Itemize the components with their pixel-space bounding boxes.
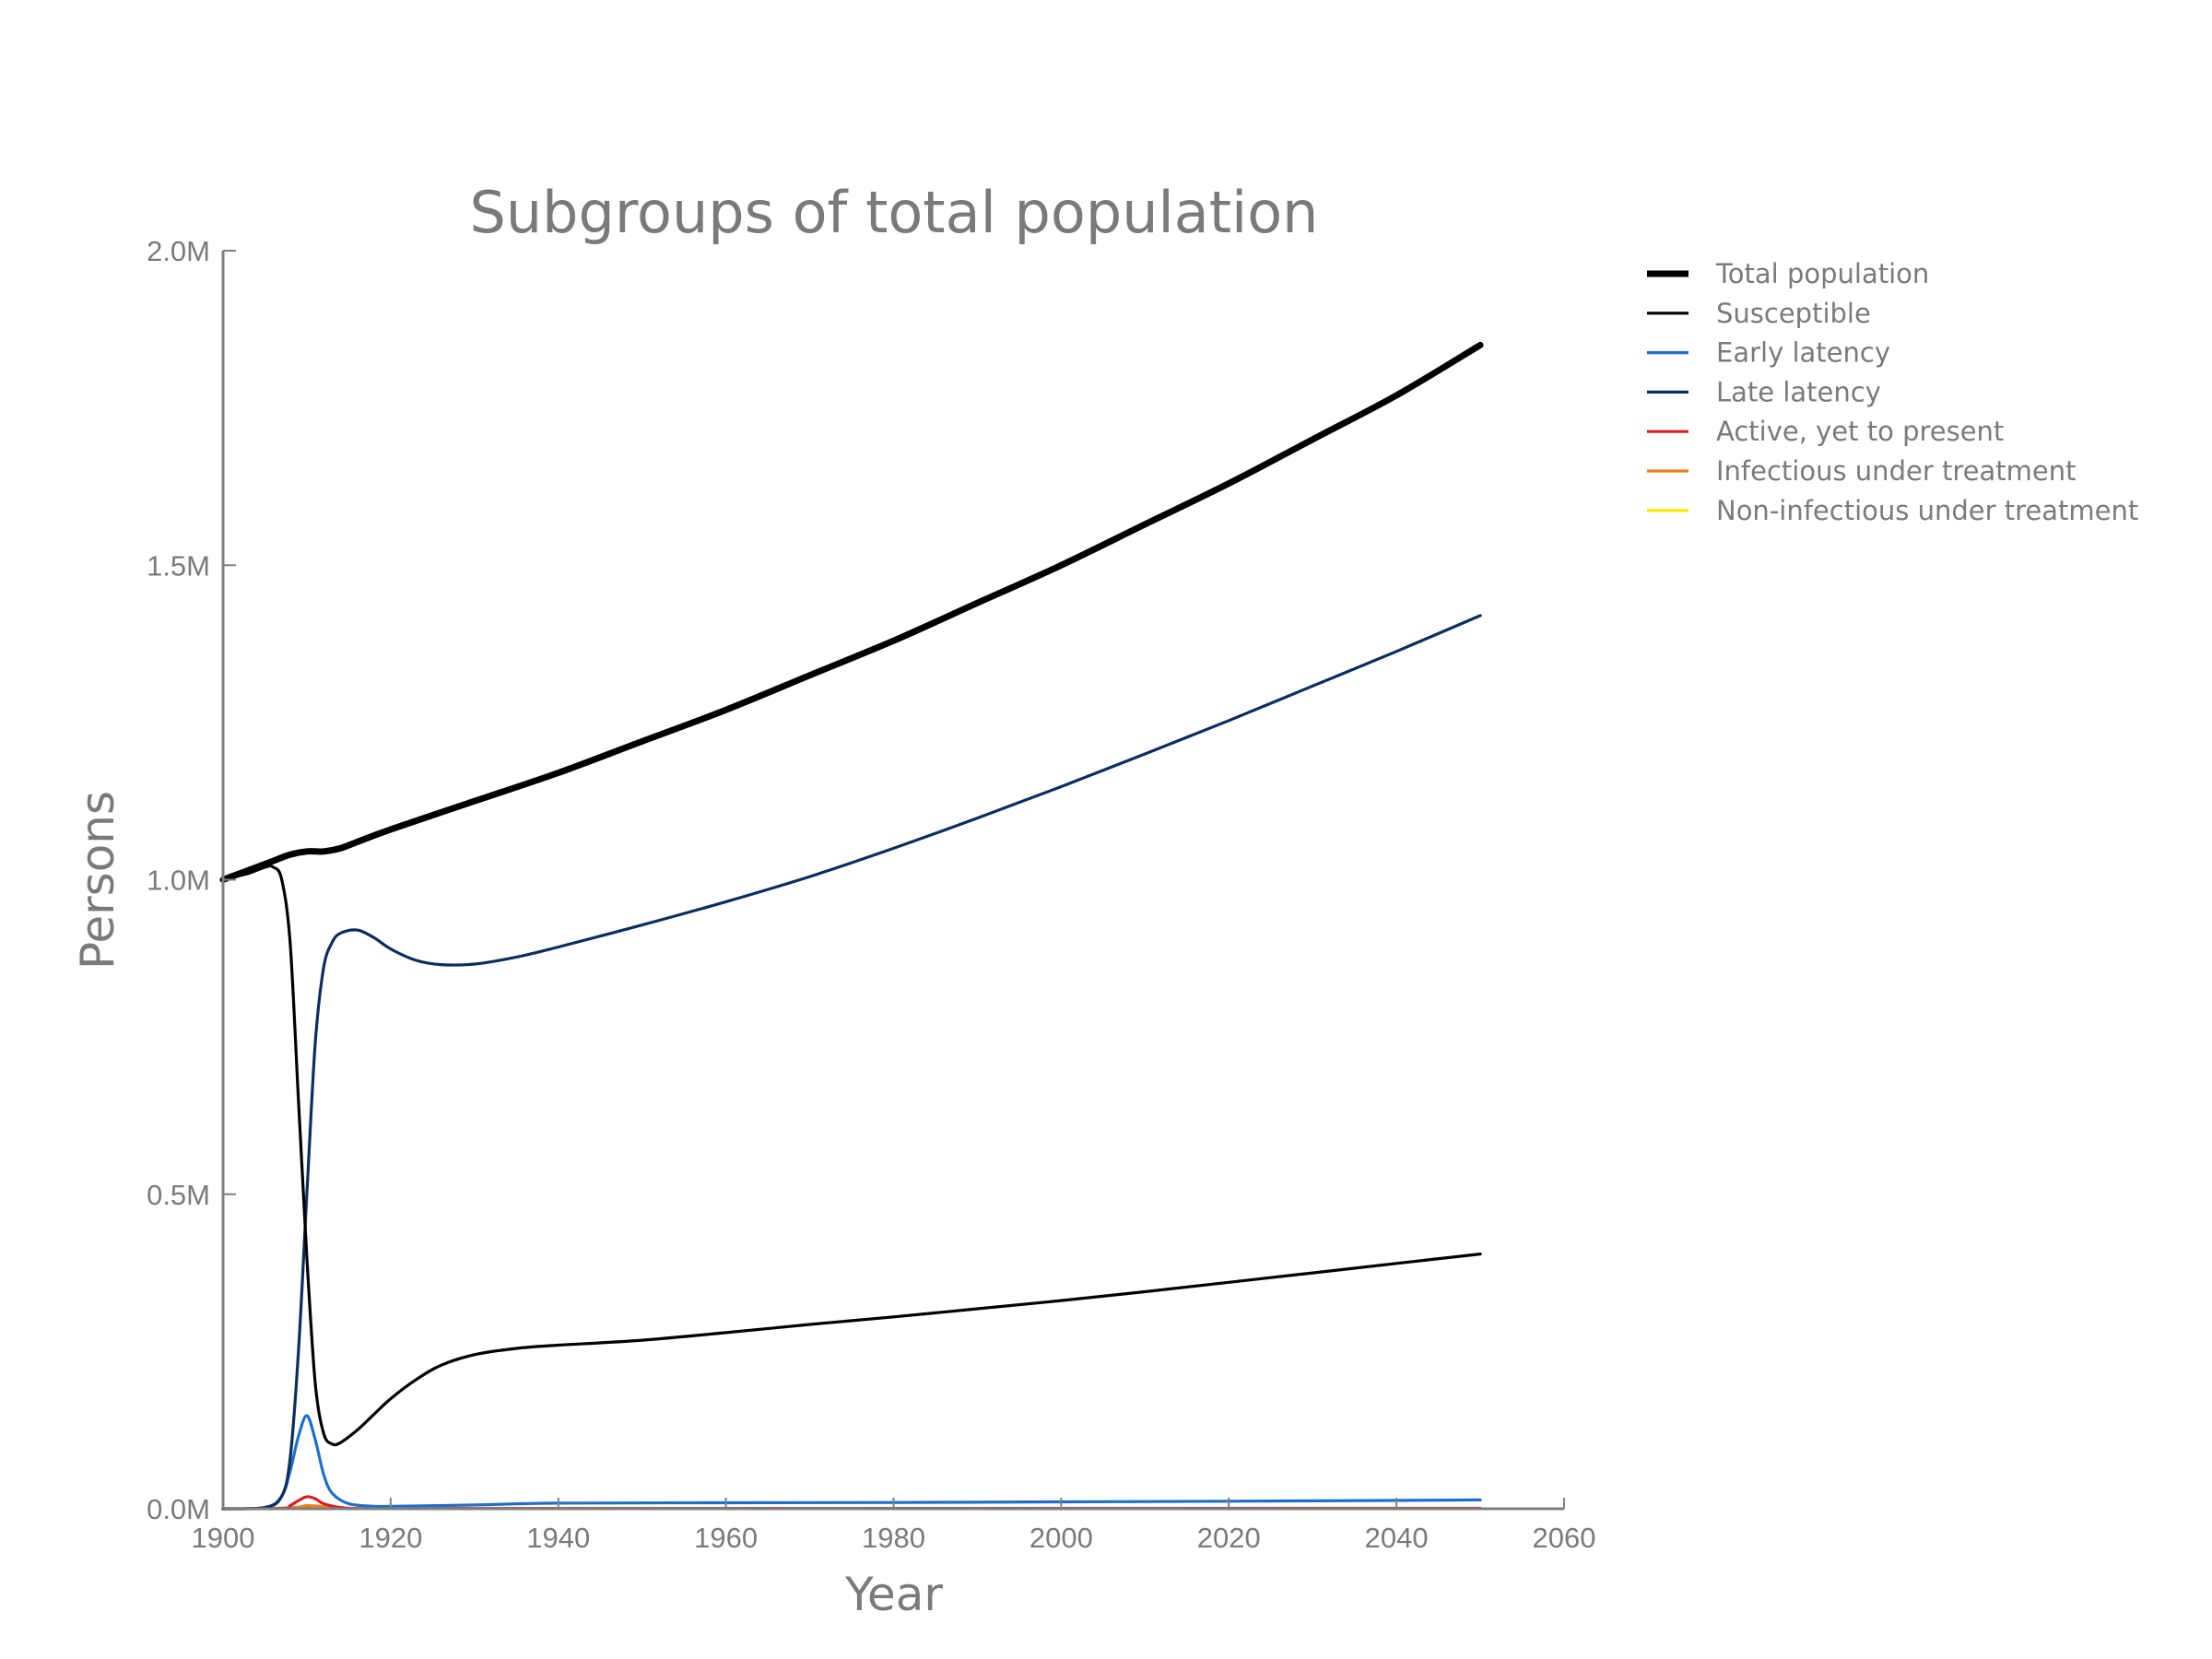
legend-item-early-latency: Early latency xyxy=(1647,337,1890,369)
x-tick-label: 2040 xyxy=(1365,1522,1429,1554)
legend-item-active-yet-to-present: Active, yet to present xyxy=(1647,416,2004,447)
x-axis-ticks: 1900 1920 1940 1960 1980 2000 2020 2040 2060 xyxy=(192,1498,1596,1554)
legend: Total population Susceptible Early latency… xyxy=(1647,258,2138,526)
legend-label: Late latency xyxy=(1716,376,1881,407)
x-tick-label: 2020 xyxy=(1197,1522,1261,1554)
x-tick-label: 1940 xyxy=(526,1522,590,1554)
legend-item-infectious-under-treatment: Infectious under treatment xyxy=(1647,455,2076,487)
legend-item-non-infectious-under-treatment: Non-infectious under treatment xyxy=(1647,495,2138,526)
y-tick-label: 2.0M xyxy=(147,235,210,267)
legend-label: Non-infectious under treatment xyxy=(1716,495,2138,526)
x-tick-label: 1980 xyxy=(862,1522,925,1554)
y-tick-label: 0.5M xyxy=(147,1179,210,1211)
y-tick-label: 1.0M xyxy=(147,865,210,897)
series-line-early-latency xyxy=(221,1414,1482,1511)
x-tick-label: 1960 xyxy=(694,1522,758,1554)
legend-label: Infectious under treatment xyxy=(1716,455,2076,487)
series-line-susceptible xyxy=(221,864,1482,1447)
x-tick-label: 2000 xyxy=(1030,1522,1093,1554)
chart-title: Subgroups of total population xyxy=(470,179,1319,246)
y-tick-label: 0.0M xyxy=(147,1493,210,1525)
series-layer xyxy=(219,341,1484,1511)
legend-item-susceptible: Susceptible xyxy=(1647,298,1871,329)
legend-item-late-latency: Late latency xyxy=(1647,376,1881,407)
x-axis-label: Year xyxy=(844,1568,943,1621)
legend-label: Susceptible xyxy=(1716,298,1871,329)
legend-label: Early latency xyxy=(1716,337,1890,369)
series-line-late-latency xyxy=(221,614,1482,1511)
legend-label: Active, yet to present xyxy=(1716,416,2004,447)
y-tick-label: 1.5M xyxy=(147,549,210,582)
legend-label: Total population xyxy=(1715,258,1929,289)
x-tick-label: 1920 xyxy=(359,1522,422,1554)
x-tick-label: 1900 xyxy=(192,1522,255,1554)
y-axis-label: Persons xyxy=(71,791,124,970)
series-line-total-population xyxy=(219,341,1484,883)
x-tick-label: 2060 xyxy=(1533,1522,1596,1554)
y-axis-ticks: 0.0M 0.5M 1.0M 1.5M 2.0M xyxy=(147,235,236,1525)
legend-item-total-population: Total population xyxy=(1647,258,1929,289)
